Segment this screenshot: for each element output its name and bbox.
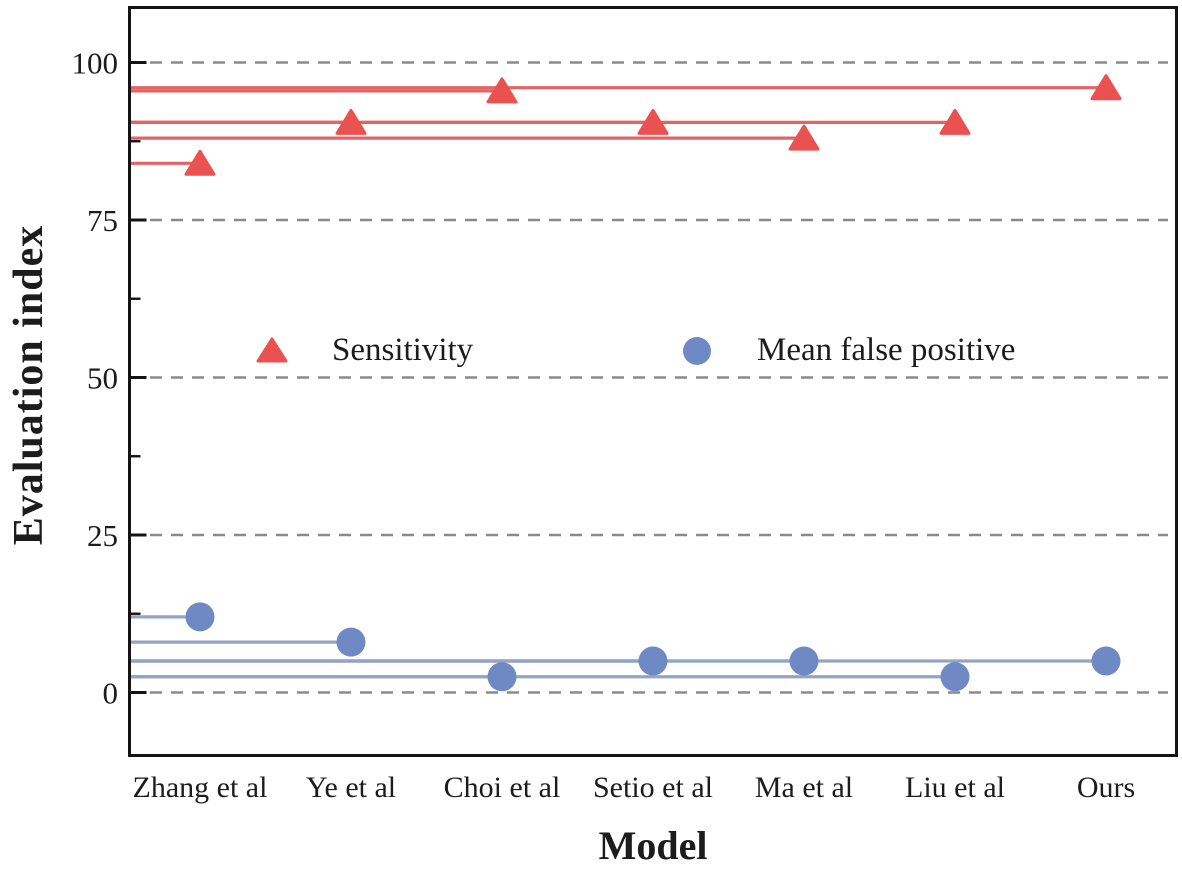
data-point-mean-false-positive-2 xyxy=(487,662,517,692)
data-point-sensitivity-1 xyxy=(335,108,367,135)
y-tick-label-25: 25 xyxy=(87,518,118,553)
triangle-marker-icon xyxy=(256,337,288,363)
data-point-sensitivity-2 xyxy=(486,77,518,104)
data-point-mean-false-positive-0 xyxy=(185,602,215,632)
legend-item-sensitivity: Sensitivity xyxy=(256,329,473,371)
x-tick-label-1: Ye et al xyxy=(306,771,396,804)
x-tick-label-5: Liu et al xyxy=(905,771,1005,804)
data-point-sensitivity-5 xyxy=(939,108,971,135)
legend-label-sensitivity: Sensitivity xyxy=(332,331,474,368)
data-point-mean-false-positive-4 xyxy=(789,646,819,676)
plot-border xyxy=(128,6,1178,757)
y-tick-label-100: 100 xyxy=(72,46,119,81)
y-tick-label-0: 0 xyxy=(103,676,119,711)
x-axis-title: Model xyxy=(598,823,708,868)
y-axis-title: Evaluation index xyxy=(6,224,52,546)
data-point-sensitivity-6 xyxy=(1090,74,1122,101)
data-point-mean-false-positive-1 xyxy=(336,627,366,657)
data-point-mean-false-positive-3 xyxy=(638,646,668,676)
y-tick-label-50: 50 xyxy=(87,361,118,396)
data-point-sensitivity-0 xyxy=(184,149,216,176)
x-tick-label-0: Zhang et al xyxy=(133,771,268,804)
circle-marker-icon xyxy=(683,337,711,365)
y-tick-label-75: 75 xyxy=(87,203,118,238)
x-tick-label-2: Choi et al xyxy=(444,771,561,804)
legend-item-mean-false-positive: Mean false positive xyxy=(681,329,1015,371)
data-point-mean-false-positive-5 xyxy=(940,662,970,692)
data-point-sensitivity-4 xyxy=(788,124,820,151)
legend-label-mean-false-positive: Mean false positive xyxy=(757,331,1016,368)
x-tick-label-3: Setio et al xyxy=(593,771,713,804)
x-tick-label-6: Ours xyxy=(1077,771,1135,804)
x-tick-label-4: Ma et al xyxy=(755,771,853,804)
data-point-sensitivity-3 xyxy=(637,108,669,135)
data-point-mean-false-positive-6 xyxy=(1091,646,1121,676)
